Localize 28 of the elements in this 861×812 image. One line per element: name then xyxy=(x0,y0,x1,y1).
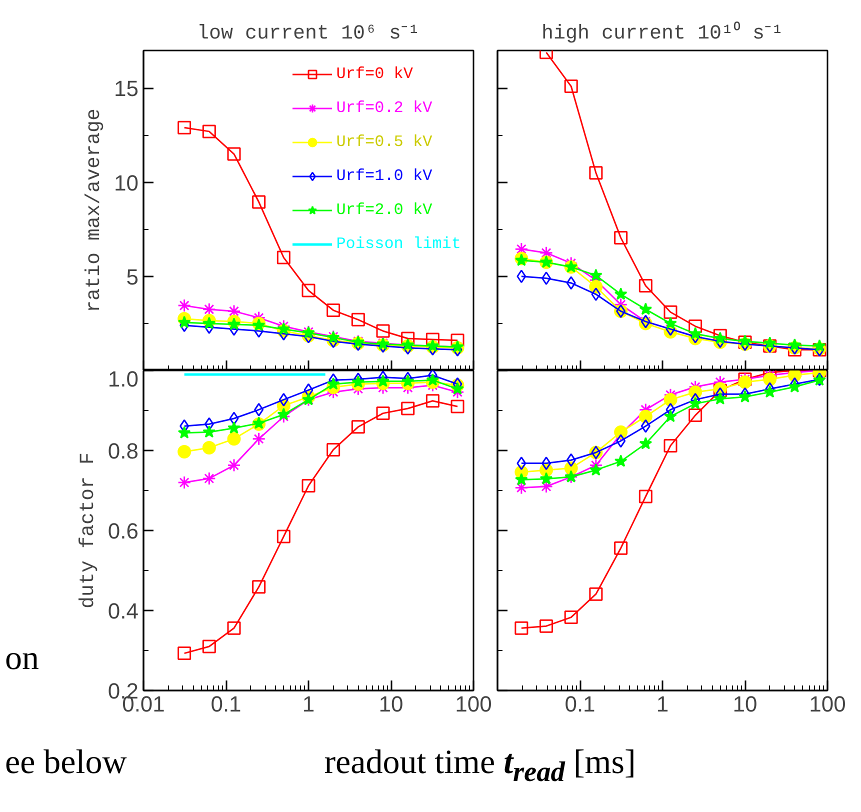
y-axis-title: duty factor F xyxy=(76,452,100,609)
text: on xyxy=(5,639,39,679)
x-tick-label: 0.1 xyxy=(210,692,242,716)
y-tick-label: 15 xyxy=(114,76,139,102)
x-tick-label: 100 xyxy=(809,692,846,716)
legend-label: Urf=0 kV xyxy=(336,64,413,84)
y-tick-label: 1.0 xyxy=(108,366,139,392)
y-tick-label: 0.6 xyxy=(108,518,139,544)
x-tick-label: 10 xyxy=(732,692,758,716)
legend-label: Urf=2.0 kV xyxy=(336,200,432,220)
legend-label: Urf=0.5 kV xyxy=(336,132,432,152)
x-tick-label: 100 xyxy=(455,692,492,716)
x-axis-title: readout time t$_{read}$ [ms] xyxy=(323,743,637,790)
legend-label: Urf=0.2 kV xyxy=(336,98,432,118)
y-tick-label: 0.4 xyxy=(108,598,139,624)
y-tick-label: 0.8 xyxy=(108,438,139,464)
x-tick-label: 0.1 xyxy=(564,692,596,716)
y-tick-label: 10 xyxy=(114,170,139,196)
y-tick-label: 5 xyxy=(126,264,139,290)
legend-label: Poisson limit xyxy=(336,234,462,254)
x-tick-label: 1 xyxy=(302,692,315,716)
x-tick-label: 1 xyxy=(656,692,669,716)
legend-label: Urf=1.0 kV xyxy=(336,166,432,186)
chart-title: low current 10⁶ s⁻¹ xyxy=(196,22,420,46)
x-tick-label: 10 xyxy=(378,692,404,716)
text: ee below xyxy=(5,743,127,783)
chart-title: high current 10¹⁰ s⁻¹ xyxy=(541,20,784,46)
y-axis-title: ratio max/average xyxy=(83,108,106,313)
